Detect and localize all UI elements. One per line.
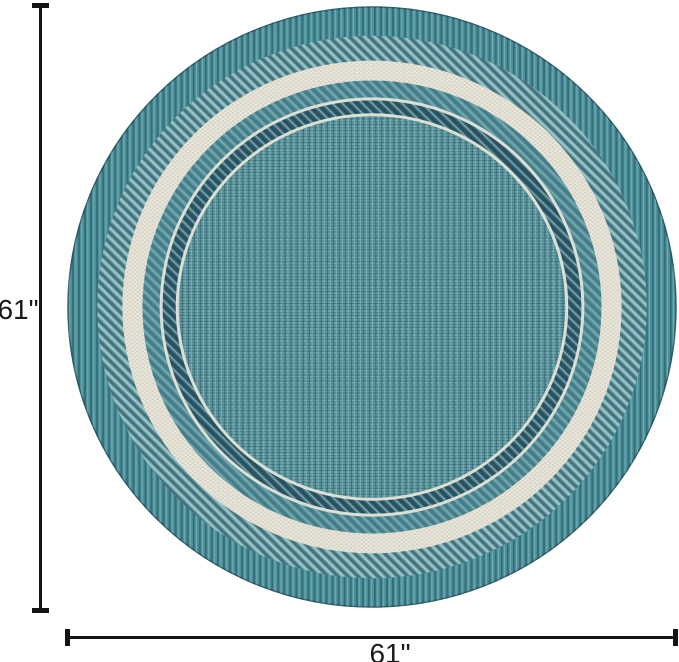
height-dimension-cap-top: [32, 3, 49, 8]
height-dimension-label: 61": [0, 294, 39, 325]
width-dimension-line: [67, 636, 676, 639]
height-dimension-line: [39, 6, 42, 610]
rug-center-field-texture: [178, 116, 566, 498]
width-dimension-cap-right: [673, 629, 678, 646]
width-dimension-label: 61": [369, 638, 411, 662]
width-dimension-cap-left: [65, 629, 70, 646]
rug-rings: [67, 6, 677, 608]
round-rug-image: [67, 6, 677, 608]
height-dimension-cap-bottom: [32, 608, 49, 613]
